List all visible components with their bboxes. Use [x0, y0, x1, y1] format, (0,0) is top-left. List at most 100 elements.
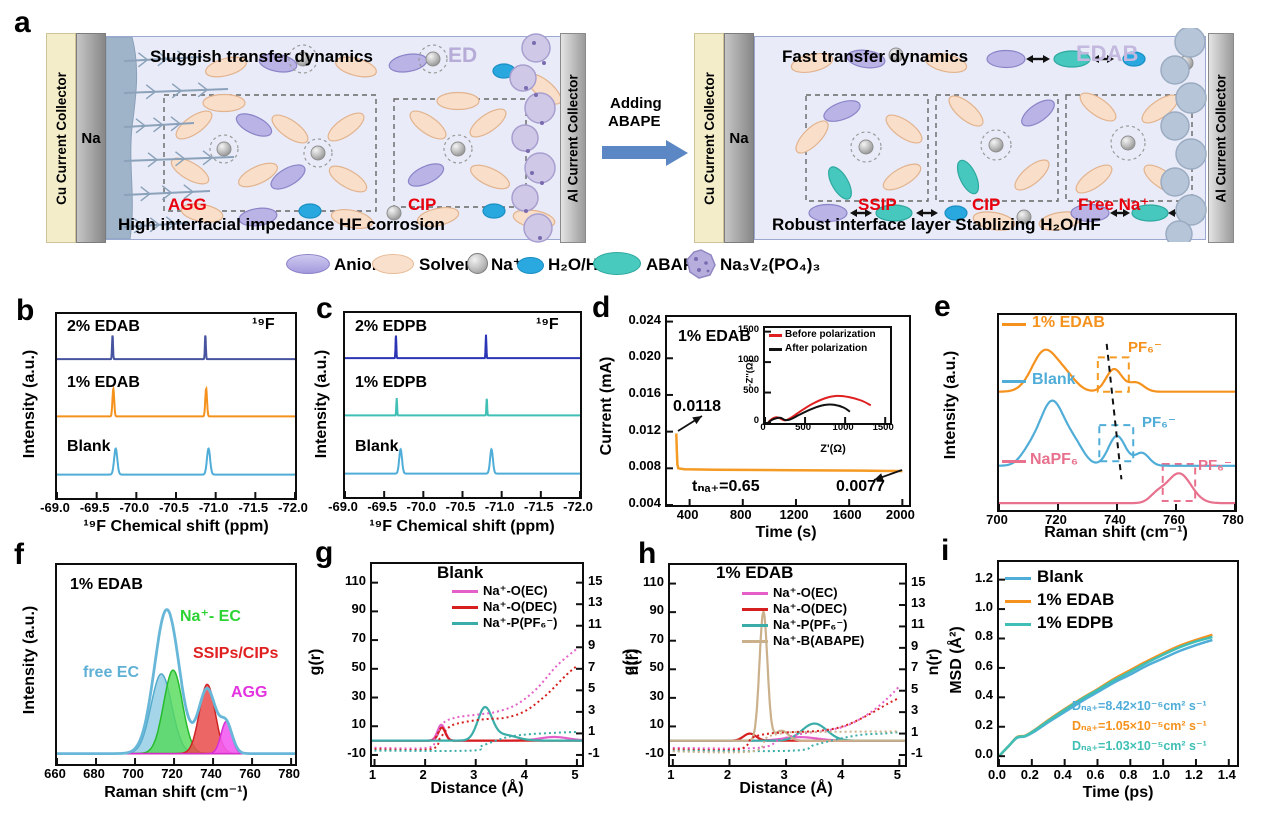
cu-current-collector-right-label: Cu Current Collector	[701, 71, 717, 205]
panel-e-trace1-label: 1% EDAB	[1032, 314, 1105, 331]
tick-label: 660	[44, 766, 66, 781]
panel-c-isotope-label: ¹⁹F	[536, 316, 559, 333]
inset-legend-before: Before polarization	[785, 329, 876, 340]
panel-d-inset-x-label: Z'(Ω)	[820, 443, 846, 455]
na-ion	[450, 141, 466, 157]
na-ion	[310, 145, 326, 161]
al-current-collector-right: Al Current Collector	[1208, 33, 1234, 243]
panel-d-transference-number: tₙₐ₊=0.65	[692, 478, 760, 495]
chart-h-canvas	[670, 582, 905, 765]
cluster-box	[805, 94, 929, 202]
abape-molecule	[828, 166, 852, 200]
tick-label: 780	[1222, 512, 1244, 527]
solvent-molecule	[436, 91, 480, 111]
tick-label: 110	[643, 573, 664, 589]
series-na-o-dec-n	[374, 665, 578, 752]
nvp-particle	[511, 124, 539, 152]
tick-label: 1.4	[1217, 767, 1236, 782]
solvent-molecule	[1075, 164, 1113, 194]
cluster-box	[935, 94, 1059, 202]
tick-label: 700	[986, 512, 1008, 527]
tick-label: 70	[351, 630, 366, 646]
annotation-arrow-head	[874, 473, 884, 481]
tick-label: 3	[470, 767, 478, 782]
panel-b-y-label: Intensity (a.u.)	[21, 349, 38, 459]
anion-molecule	[407, 163, 445, 187]
panel-h-legend2: Na⁺-O(DEC)	[773, 601, 848, 616]
tick-label: -70.5	[159, 500, 189, 515]
e-swatch-napf6	[1002, 460, 1026, 463]
sei-blob	[1160, 167, 1190, 197]
chart-di-canvas	[765, 330, 887, 423]
panel-f-title: 1% EDAB	[70, 576, 143, 593]
panel-b-trace1-label: 2% EDAB	[67, 318, 140, 335]
legend-solvent-label: Solvent	[419, 255, 481, 274]
panel-f-free-ec-label: free EC	[83, 664, 140, 681]
anion-molecule	[823, 100, 861, 122]
solvent-molecule	[924, 53, 968, 73]
tick-label: -71.0	[198, 500, 229, 515]
na-ion	[858, 139, 874, 155]
tick-label: 720	[1045, 512, 1067, 527]
chart-d-canvas	[667, 320, 904, 505]
tick-label: 0.0	[987, 767, 1007, 782]
tick-label: 2	[419, 767, 427, 782]
tick-label: 11	[588, 615, 602, 631]
sei-blob	[1175, 194, 1207, 226]
tick-label: -69.0	[40, 500, 70, 515]
tick-label: 5	[588, 680, 596, 696]
chart-c-plot	[343, 311, 582, 499]
h-swatch-abape	[742, 640, 768, 643]
panel-h-label: h	[638, 537, 657, 570]
solvation-shell-outline	[443, 134, 473, 164]
sei-blob	[1174, 28, 1206, 58]
series-1-edab	[999, 633, 1213, 758]
tick-label: 0	[753, 415, 759, 426]
nvp-particle	[509, 64, 537, 92]
tick-label: -71.5	[238, 500, 269, 515]
tick-label: -72.0	[563, 499, 593, 514]
tick-label: 0.020	[628, 348, 661, 364]
tick-label: 0.024	[628, 311, 661, 327]
agg-label: AGG	[168, 195, 207, 214]
tick-label: 1500	[872, 422, 894, 433]
al-current-collector-left: Al Current Collector	[560, 33, 586, 243]
panel-c-label: c	[316, 292, 333, 325]
tick-label: 3	[588, 701, 596, 717]
solvent-icon	[372, 254, 414, 274]
panel-c-x-label: ¹⁹F Chemical shift (ppm)	[369, 518, 555, 535]
series-1-edab	[675, 433, 903, 473]
series-na-o-dec-n	[672, 696, 900, 752]
panel-c-trace3-label: Blank	[355, 438, 399, 455]
tick-label: 1000	[737, 354, 759, 366]
tick-label: 500	[795, 422, 811, 433]
dendrite-spike	[123, 222, 189, 228]
panel-f-label: f	[14, 538, 24, 571]
ed-bottom-caption: High interfacial impedance HF corrosion	[118, 215, 445, 234]
tick-label: 1500	[737, 323, 759, 335]
tick-label: 0.4	[974, 687, 993, 703]
e-swatch-blank	[1002, 380, 1026, 383]
sei-blob	[1160, 111, 1190, 141]
cu-current-collector-left-label: Cu Current Collector	[53, 71, 69, 205]
al-current-collector-right-label: Al Current Collector	[1213, 73, 1229, 203]
tick-label: 2000	[885, 507, 915, 522]
panel-d-label: d	[592, 291, 611, 324]
series-1-edpb	[345, 398, 580, 417]
panel-d-x-label: Time (s)	[755, 524, 817, 541]
na-electrode-right: Na	[724, 33, 754, 243]
series-na-o-dec-g	[372, 726, 582, 742]
series-envelope	[57, 608, 295, 755]
series-1-edab	[999, 348, 1235, 393]
panel-h-y2-label: n(r)	[925, 648, 942, 676]
tick-label: 0.6	[1086, 767, 1105, 782]
tick-label: 10	[649, 716, 664, 732]
anion-molecule	[846, 49, 886, 69]
tick-label: 780	[278, 766, 300, 781]
tick-label: 2	[723, 767, 732, 782]
chart-g-plot	[370, 562, 584, 767]
anion-molecule	[238, 207, 278, 227]
tick-label: 680	[83, 766, 105, 781]
chart-b-canvas	[57, 335, 295, 498]
abape-molecule	[1053, 50, 1091, 68]
